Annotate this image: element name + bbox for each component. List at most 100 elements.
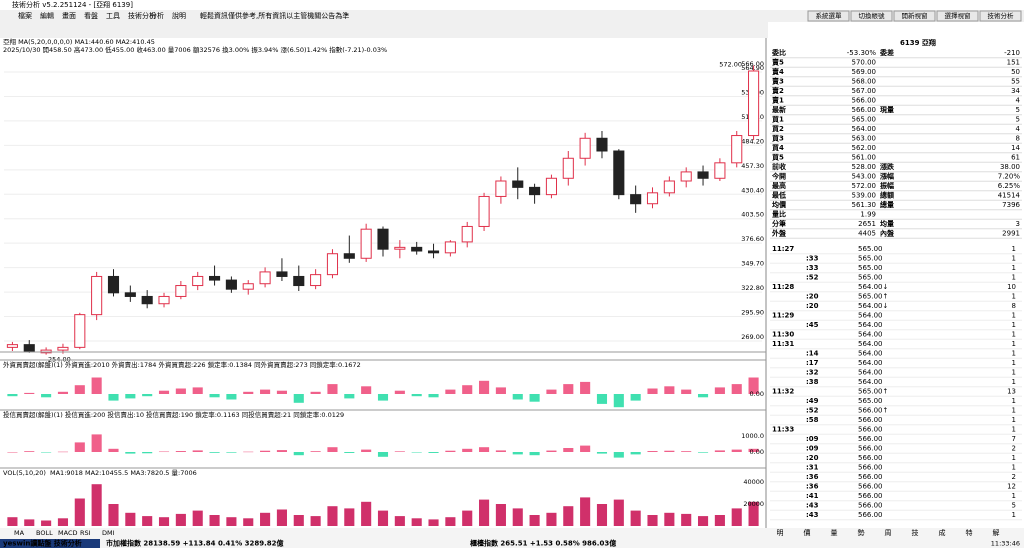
status-bar <box>0 528 1024 548</box>
quote-label: 總量 <box>880 200 894 209</box>
tick-volume: 5 <box>1012 502 1016 510</box>
bar <box>445 389 456 394</box>
candle-body <box>6 344 18 348</box>
tick-time: :20 <box>806 454 819 462</box>
tick-volume: 1 <box>1012 321 1016 329</box>
quote-label: 現量 <box>880 105 894 114</box>
button[interactable] <box>979 10 1022 22</box>
tick-volume: 1 <box>1012 454 1016 462</box>
quote-value: 7.20% <box>998 173 1021 181</box>
button-label[interactable]: 技術分析 <box>988 11 1015 20</box>
button[interactable] <box>850 10 893 22</box>
quote-value: 539.00 <box>852 192 877 200</box>
button[interactable] <box>893 10 936 22</box>
indicator-tab[interactable]: MACD <box>58 529 77 537</box>
tick-time: 11:27 <box>772 245 794 253</box>
button-label[interactable]: 開新視窗 <box>902 11 928 20</box>
candle-body <box>714 162 726 179</box>
side-tab[interactable]: 解 <box>993 528 1000 537</box>
candle-body <box>427 250 440 254</box>
quote-label: 最高 <box>772 181 786 190</box>
bar <box>310 516 321 526</box>
tick-price: 566.00 <box>858 483 883 491</box>
bar <box>310 451 321 452</box>
clock: 11:33:46 <box>991 540 1020 548</box>
candle-body <box>360 228 372 259</box>
bar <box>24 392 35 394</box>
quote-label: 買5 <box>771 153 784 162</box>
side-tab[interactable]: 量 <box>831 529 838 537</box>
tick-time: :14 <box>806 350 819 358</box>
side-tab[interactable]: 成 <box>939 528 946 537</box>
side-tab[interactable]: 周 <box>885 529 892 537</box>
quote-value: -210 <box>1004 49 1020 57</box>
quote-value: -53.30% <box>847 49 877 57</box>
bar <box>529 515 540 526</box>
side-tab[interactable]: 技 <box>912 528 919 537</box>
tick-price: 566.00 <box>858 454 883 462</box>
menu-item[interactable]: 說明 <box>172 11 186 20</box>
menu-item[interactable]: 看盤 <box>84 11 98 20</box>
menu-item[interactable]: 編輯 <box>40 11 54 20</box>
menu-item[interactable]: 檔案 <box>18 11 32 20</box>
quote-value: 561.30 <box>852 201 877 209</box>
candle-body <box>461 225 473 243</box>
bar <box>512 452 523 455</box>
tick-price: 566.00 <box>858 435 883 443</box>
indicator-tab[interactable]: DMI <box>102 529 115 537</box>
bar <box>7 517 18 526</box>
tick-time: 11:29 <box>772 312 794 320</box>
bar <box>748 377 759 394</box>
candle-body <box>74 314 86 348</box>
bar <box>91 377 102 394</box>
tick-volume: 1 <box>1012 264 1016 272</box>
candle-body <box>613 150 625 196</box>
quote-value: 570.00 <box>852 59 877 67</box>
candle-body <box>40 349 52 354</box>
bar <box>630 452 641 455</box>
indicator-tab[interactable]: MA <box>14 529 25 537</box>
bar <box>175 388 186 394</box>
tick-price: 565.00 <box>858 255 883 263</box>
side-tab[interactable]: 特 <box>966 528 973 537</box>
tick-volume: 1 <box>1012 255 1016 263</box>
menu-item[interactable]: 工具 <box>106 12 120 20</box>
bar <box>630 394 641 401</box>
quote-label: 漲幅 <box>880 172 894 181</box>
quote-volume: 4 <box>1016 97 1021 105</box>
button-label[interactable]: 切換帳號 <box>859 11 886 20</box>
side-tab[interactable]: 價 <box>804 528 811 537</box>
side-tab[interactable]: 勢 <box>858 528 865 537</box>
button-label[interactable]: 選擇視窗 <box>945 11 971 20</box>
button[interactable] <box>807 10 850 22</box>
bar <box>57 391 69 394</box>
bar <box>462 385 473 394</box>
peak-label: 572.00 <box>719 61 742 69</box>
tick-price: 564.00 <box>858 331 883 339</box>
bar <box>529 394 540 402</box>
candle-body <box>478 195 490 227</box>
bar <box>714 515 725 526</box>
bar <box>142 452 153 454</box>
bar <box>260 389 271 394</box>
bar <box>596 504 608 526</box>
y-tick-label: 484.20 <box>741 137 764 145</box>
indicator-tab[interactable]: BOLL <box>36 529 53 537</box>
menu-item[interactable]: 技術分析 <box>128 11 156 20</box>
button[interactable] <box>936 10 979 22</box>
button-label[interactable]: 系統選單 <box>816 11 843 20</box>
bar <box>192 510 203 526</box>
bar <box>664 386 675 394</box>
menu-item[interactable]: 畫面 <box>62 11 76 20</box>
menu-item[interactable]: 分析 <box>150 11 164 20</box>
bar <box>495 450 506 452</box>
tick-time: :17 <box>806 359 819 367</box>
bar <box>714 387 725 394</box>
bar <box>24 519 35 526</box>
bar <box>74 498 85 526</box>
indicator-tab[interactable]: RSI <box>80 529 91 537</box>
bar <box>310 391 321 394</box>
quote-value: 572.00 <box>852 182 877 190</box>
quote-value: 566.00 <box>852 97 877 105</box>
side-tab[interactable]: 明 <box>777 529 784 537</box>
